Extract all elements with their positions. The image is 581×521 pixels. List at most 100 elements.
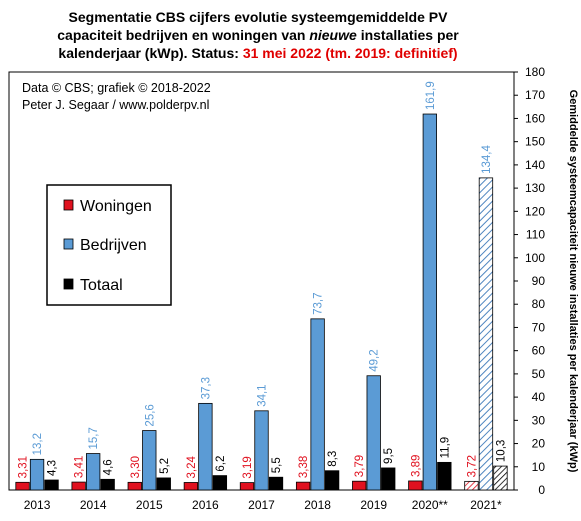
legend-swatch-bedrijven: [63, 238, 74, 250]
bar-woningen-2017: [239, 482, 255, 491]
chart-title-line-2: capaciteit bedrijven en woningen van nie…: [57, 27, 459, 43]
data-label-woningen-2019: 3,79: [354, 455, 366, 477]
chart-title-line-2-start: capaciteit bedrijven en woningen van: [57, 27, 305, 43]
bar-totaal-2016: [212, 475, 228, 491]
legend-label-totaal: Totaal: [80, 277, 123, 294]
data-label-woningen-2018: 3,38: [298, 456, 310, 478]
data-label-totaal-2014: 4,6: [103, 459, 115, 475]
x-tick-label: 2021*: [470, 498, 502, 512]
bar-bedrijven-2014: [86, 453, 101, 491]
data-label-bedrijven-2014: 15,7: [88, 427, 100, 449]
y-tick-label: 150: [525, 135, 545, 149]
x-tick-label: 2018: [304, 498, 331, 512]
data-label-woningen-2020: 3,89: [410, 455, 422, 477]
data-label-totaal-2016: 6,2: [215, 456, 227, 472]
data-label-bedrijven-2020: 161,9: [425, 81, 437, 110]
bar-totaal-2019: [381, 467, 396, 491]
y-tick-label: 120: [525, 204, 545, 218]
chart-title-line-1: Segmentatie CBS cijfers evolutie systeem…: [69, 9, 449, 25]
y-tick-label: 130: [525, 181, 545, 195]
data-label-bedrijven-2019: 49,2: [369, 349, 381, 371]
data-label-woningen-2021: 3,72: [466, 455, 478, 477]
bar-bedrijven-2020: [422, 113, 437, 491]
y-axis: 0 10 20 30 40 50 60 70 80 90 100 110 120 130 140 150 160…: [514, 65, 545, 497]
bar-totaal-2017: [268, 476, 284, 491]
legend-swatch-woningen: [63, 199, 74, 211]
x-tick-label: 2014: [80, 498, 107, 512]
data-label-totaal-2017: 5,5: [271, 457, 283, 473]
data-label-bedrijven-2013: 13,2: [32, 433, 44, 455]
bar-totaal-2014: [100, 478, 115, 491]
bar-bedrijven-2017: [254, 410, 269, 491]
bar-bedrijven-2013: [29, 458, 45, 491]
data-label-bedrijven-2015: 25,6: [144, 404, 156, 426]
bar-totaal-2020: [437, 461, 452, 491]
credit-line-2: Peter J. Segaar / www.polderpv.nl: [22, 98, 209, 112]
y-tick-label: 90: [532, 274, 546, 288]
y-tick-label: 160: [525, 111, 545, 125]
y-tick-label: 50: [532, 367, 546, 381]
bar-woningen-2015: [127, 481, 142, 491]
bar-woningen-2020: [408, 480, 423, 491]
bar-woningen-2013: [15, 481, 30, 491]
y-tick-label: 170: [525, 88, 545, 102]
bar-bedrijven-2021: [478, 177, 494, 491]
legend-swatch-totaal: [63, 278, 74, 290]
bar-totaal-2021: [493, 465, 508, 491]
x-axis: 2013 2014 2015 2016 2017 2018 2019 2020** 2021*: [24, 498, 502, 512]
x-tick-label: 2019: [360, 498, 387, 512]
legend-label-bedrijven: Bedrijven: [80, 237, 147, 254]
bar-woningen-2014: [71, 481, 86, 491]
data-label-woningen-2016: 3,24: [186, 455, 198, 478]
bar-woningen-2019: [352, 480, 367, 491]
chart-title-status: kalenderjaar (kWp). Status:: [58, 45, 239, 61]
data-label-woningen-2017: 3,19: [242, 456, 254, 478]
bar-bedrijven-2016: [198, 402, 213, 491]
data-label-bedrijven-2021: 134,4: [481, 145, 493, 174]
data-label-bedrijven-2017: 34,1: [257, 384, 269, 406]
bar-woningen-2016: [183, 482, 199, 491]
y-tick-label: 180: [525, 65, 545, 79]
bar-woningen-2021: [464, 480, 479, 491]
y-tick-label: 140: [525, 158, 545, 172]
y-tick-label: 80: [532, 297, 546, 311]
bar-totaal-2015: [156, 477, 171, 491]
data-label-totaal-2013: 4,3: [47, 460, 59, 476]
data-label-totaal-2020: 11,9: [439, 437, 451, 459]
x-tick-label: 2015: [136, 498, 163, 512]
data-label-bedrijven-2016: 37,3: [200, 377, 212, 399]
bar-bedrijven-2019: [366, 375, 381, 491]
y-tick-label: 20: [532, 437, 546, 451]
legend: Woningen Bedrijven Totaal: [46, 184, 172, 306]
y-tick-label: 0: [538, 483, 545, 497]
data-label-totaal-2018: 8,3: [327, 451, 339, 467]
y-tick-label: 100: [525, 251, 545, 265]
x-tick-label: 2013: [24, 498, 51, 512]
legend-label-woningen: Woningen: [80, 198, 152, 215]
data-label-woningen-2013: 3,31: [18, 456, 30, 478]
credit-line-1: Data © CBS; grafiek © 2018-2022: [22, 81, 211, 95]
bar-bedrijven-2015: [142, 430, 157, 491]
bar-totaal-2013: [44, 479, 59, 491]
data-label-woningen-2014: 3,41: [74, 456, 86, 478]
data-label-bedrijven-2018: 73,7: [313, 292, 325, 314]
bar-bedrijven-2018: [310, 318, 325, 491]
y-tick-label: 30: [532, 413, 546, 427]
x-tick-label: 2016: [192, 498, 219, 512]
chart-title-line-2-italic: nieuwe: [309, 27, 357, 43]
y-tick-label: 70: [532, 320, 546, 334]
bar-woningen-2018: [295, 481, 311, 491]
y-tick-label: 110: [526, 228, 545, 242]
y-axis-label: Gemiddelde systeemcapaciteit nieuwe inst…: [567, 90, 579, 473]
chart-title-line-3: kalenderjaar (kWp). Status: 31 mei 2022 …: [58, 45, 457, 61]
data-label-totaal-2019: 9,5: [383, 448, 395, 464]
y-tick-label: 40: [532, 390, 546, 404]
bar-totaal-2018: [324, 470, 340, 491]
y-tick-label: 10: [532, 460, 546, 474]
y-tick-label: 60: [532, 344, 546, 358]
data-label-totaal-2015: 5,2: [159, 458, 171, 474]
data-label-woningen-2015: 3,30: [130, 456, 142, 478]
data-label-totaal-2021: 10,3: [495, 440, 507, 462]
